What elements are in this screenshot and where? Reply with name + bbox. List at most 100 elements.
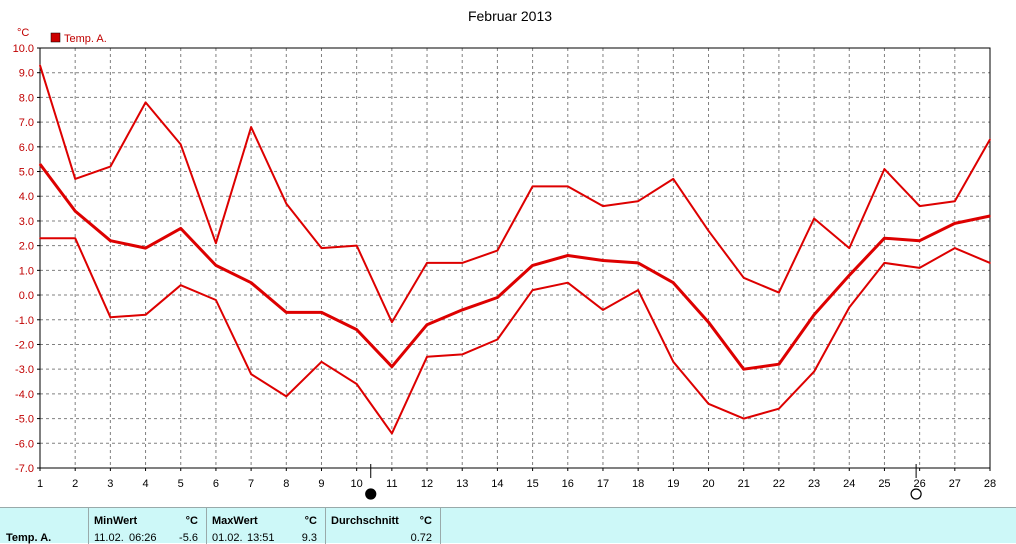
data-point-avg: [285, 311, 288, 314]
max-time: 13:51: [247, 532, 275, 544]
data-point-max: [250, 126, 252, 128]
y-tick-label: 9.0: [19, 68, 34, 80]
data-point-min: [707, 402, 710, 405]
data-point-avg: [426, 323, 428, 326]
legend-swatch: [50, 32, 61, 43]
data-point-avg: [566, 254, 569, 257]
average-cell: Durchschnitt °C 0.72: [326, 508, 441, 544]
data-point-avg: [39, 163, 41, 165]
data-point-min: [461, 353, 464, 356]
min-value: -5.6: [179, 532, 198, 544]
min-value-cell: MinWert °C 11.02. 06:26 -5.6: [89, 508, 207, 544]
y-tick-label: 0.0: [19, 290, 34, 302]
data-point-max: [355, 244, 358, 247]
data-point-max: [918, 205, 921, 207]
min-unit: °C: [185, 515, 198, 527]
series-line-min: [40, 237, 991, 435]
x-tick-label: 26: [914, 478, 926, 490]
data-point-avg: [179, 227, 182, 230]
x-tick-label: 25: [878, 478, 890, 490]
data-point-min: [179, 284, 182, 286]
x-tick-label: 21: [738, 478, 750, 490]
x-tick-label: 6: [213, 478, 219, 490]
data-point-avg: [989, 215, 991, 217]
data-point-avg: [602, 259, 604, 262]
data-point-avg: [954, 222, 956, 225]
data-point-min: [496, 338, 499, 341]
data-point-min: [531, 289, 534, 291]
x-tick-label: 5: [178, 478, 184, 490]
x-tick-label: 12: [421, 478, 433, 490]
avg-value: 0.72: [410, 532, 432, 544]
x-tick-label: 13: [456, 478, 468, 490]
data-point-min: [215, 299, 217, 301]
max-header: MaxWert: [212, 515, 258, 527]
data-point-max: [496, 249, 499, 252]
data-point-min: [602, 309, 604, 311]
x-tick-label: 14: [491, 478, 503, 490]
data-point-min: [250, 373, 252, 375]
max-unit: °C: [304, 515, 317, 527]
y-tick-label: 3.0: [19, 216, 34, 228]
data-point-min: [637, 289, 639, 291]
max-value-cell: MaxWert °C 01.02. 13:51 9.3: [207, 508, 326, 544]
data-point-avg: [250, 281, 252, 284]
y-tick-label: -1.0: [15, 315, 34, 327]
data-point-max: [531, 185, 534, 188]
data-point-max: [285, 202, 288, 205]
data-point-avg: [883, 237, 886, 240]
x-tick-label: 20: [702, 478, 714, 490]
y-tick-label: -2.0: [15, 339, 34, 351]
data-point-min: [989, 262, 991, 264]
y-axis-unit: °C: [17, 27, 29, 39]
data-point-min: [320, 360, 323, 363]
x-tick-label: 27: [949, 478, 961, 490]
data-point-max: [813, 217, 815, 220]
data-point-max: [215, 242, 217, 244]
data-point-min: [74, 237, 76, 240]
x-tick-label: 1: [37, 478, 43, 490]
data-point-min: [566, 281, 569, 284]
data-point-avg: [144, 247, 147, 249]
max-value: 9.3: [301, 532, 317, 544]
data-point-avg: [215, 264, 217, 267]
y-tick-label: -3.0: [15, 364, 34, 376]
data-point-max: [954, 200, 956, 202]
data-point-avg: [531, 264, 534, 267]
y-tick-label: 7.0: [19, 117, 34, 129]
data-point-avg: [672, 281, 675, 284]
data-point-min: [918, 267, 921, 269]
max-date: 01.02.: [212, 532, 243, 544]
y-tick-label: -7.0: [15, 463, 34, 475]
statistics-bar: Temp. A. MinWert °C 11.02. 06:26 -5.6 Ma…: [0, 507, 1016, 544]
y-tick-label: -4.0: [15, 389, 34, 401]
x-tick-label: 4: [142, 478, 148, 490]
x-tick-label: 22: [773, 478, 785, 490]
x-tick-label: 28: [984, 478, 996, 490]
plot-frame: [39, 47, 991, 469]
data-point-min: [285, 395, 288, 398]
new-moon-icon: [365, 488, 377, 500]
data-point-avg: [461, 309, 464, 311]
x-tick-label: 11: [386, 478, 397, 490]
data-point-max: [179, 143, 182, 146]
data-point-min: [954, 247, 956, 249]
y-tick-label: -5.0: [15, 414, 34, 426]
x-tick-label: 10: [351, 478, 363, 490]
y-tick-label: 10.0: [13, 43, 34, 55]
legend-label: Temp. A.: [64, 33, 107, 45]
avg-header: Durchschnitt: [331, 515, 399, 527]
x-tick-label: 3: [107, 478, 113, 490]
x-tick-label: 23: [808, 478, 820, 490]
temperature-chart: Februar 2013 °C Temp. A. 10.09.08.07.06.…: [13, 8, 996, 500]
data-point-min: [355, 383, 358, 385]
chart-title: Februar 2013: [468, 8, 552, 24]
data-point-avg: [74, 210, 76, 212]
data-point-max: [461, 262, 464, 264]
full-moon-icon: [910, 488, 922, 500]
data-point-max: [144, 101, 147, 104]
data-point-max: [320, 247, 323, 249]
data-point-avg: [391, 365, 393, 368]
x-tick-label: 7: [248, 478, 254, 490]
data-point-max: [391, 321, 393, 324]
